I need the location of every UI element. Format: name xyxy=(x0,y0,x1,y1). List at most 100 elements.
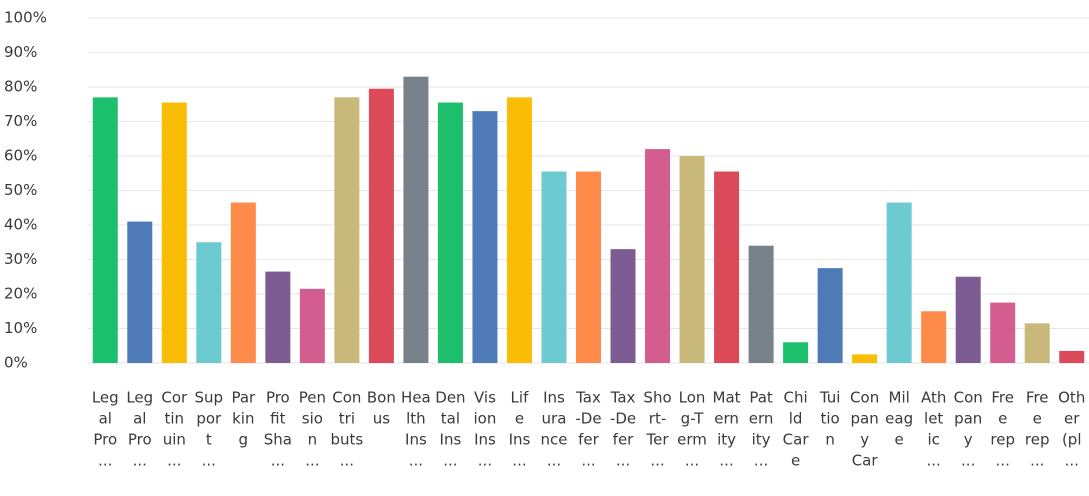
x-tick-label: lth xyxy=(406,410,426,428)
x-tick-label: ... xyxy=(719,452,733,470)
bar xyxy=(127,221,153,363)
x-tick-label: ... xyxy=(1030,452,1044,470)
x-tick-label: y xyxy=(860,431,869,449)
x-tick-label: fit xyxy=(270,410,285,428)
bar xyxy=(368,88,394,363)
y-tick-label: 100% xyxy=(4,9,47,27)
y-tick-label: 20% xyxy=(4,285,37,303)
x-tick-label: al xyxy=(133,410,146,428)
x-tick-label: tin xyxy=(165,410,185,428)
x-tick-label: Ins xyxy=(509,431,531,449)
x-tick-label: us xyxy=(373,410,391,428)
x-tick-label: Car xyxy=(852,452,879,470)
x-tick-label: n xyxy=(308,431,318,449)
x-tick-label: Lon xyxy=(679,389,706,407)
x-tick-label: ity xyxy=(717,431,736,449)
bar xyxy=(265,271,291,363)
x-tick-label: ion xyxy=(474,410,497,428)
x-tick-label: ... xyxy=(167,452,181,470)
bar xyxy=(403,76,429,364)
x-tick-label: ern xyxy=(749,410,774,428)
x-tick-label: Ins xyxy=(543,389,565,407)
x-tick-label: g xyxy=(239,431,249,449)
x-tick-label: (pl xyxy=(1062,431,1082,449)
x-tick-label: Mat xyxy=(713,389,741,407)
x-tick-label: ... xyxy=(305,452,319,470)
x-tick-label: e xyxy=(791,452,800,470)
x-tick-label: Oth xyxy=(1058,389,1085,407)
x-tick-label: ... xyxy=(98,452,112,470)
y-tick-label: 40% xyxy=(4,216,37,234)
x-tick-label: sio xyxy=(302,410,323,428)
x-tick-label: ... xyxy=(581,452,595,470)
y-tick-label: 0% xyxy=(4,354,28,372)
x-tick-label: ... xyxy=(1065,452,1079,470)
x-tick-label: Hea xyxy=(401,389,431,407)
x-tick-label: ... xyxy=(927,452,941,470)
x-tick-label: Pro xyxy=(128,431,152,449)
x-tick-label: Vis xyxy=(474,389,496,407)
bar xyxy=(161,102,187,364)
bar xyxy=(334,97,360,363)
x-tick-label: ... xyxy=(547,452,561,470)
bar xyxy=(852,354,878,363)
bar xyxy=(610,249,636,363)
bar xyxy=(679,156,705,363)
x-tick-label: ... xyxy=(443,452,457,470)
x-tick-label: Con xyxy=(954,389,983,407)
bar xyxy=(921,311,947,363)
y-tick-label: 60% xyxy=(4,147,37,165)
x-tick-label: Ath xyxy=(921,389,946,407)
x-tick-label: e xyxy=(1033,410,1042,428)
bar xyxy=(472,111,498,364)
x-tick-label: -De xyxy=(610,410,636,428)
bar xyxy=(299,288,325,363)
x-tick-label: Leg xyxy=(92,389,119,407)
bar xyxy=(1024,323,1050,363)
x-tick-label: ... xyxy=(512,452,526,470)
x-tick-label: fer xyxy=(613,431,635,449)
x-tick-label: er xyxy=(1064,410,1080,428)
x-tick-label: Mil xyxy=(889,389,910,407)
bar xyxy=(886,202,912,363)
x-tick-label: ... xyxy=(754,452,768,470)
x-tick-label: Leg xyxy=(126,389,153,407)
y-tick-label: 70% xyxy=(4,112,37,130)
x-tick-label: e xyxy=(998,410,1007,428)
bar xyxy=(196,242,222,363)
x-tick-label: ... xyxy=(616,452,630,470)
x-tick-label: Ter xyxy=(646,431,670,449)
x-tick-label: Tui xyxy=(819,389,841,407)
x-tick-label: Con xyxy=(850,389,879,407)
x-tick-label: Pat xyxy=(749,389,773,407)
x-tick-label: ... xyxy=(650,452,664,470)
bar xyxy=(1059,350,1085,363)
x-tick-label: ... xyxy=(685,452,699,470)
x-tick-label: pan xyxy=(954,410,982,428)
x-tick-label: fer xyxy=(578,431,600,449)
bar xyxy=(783,342,809,363)
x-tick-label: t xyxy=(206,431,212,449)
bar xyxy=(645,149,671,363)
x-tick-label: y xyxy=(964,431,973,449)
y-tick-label: 50% xyxy=(4,181,37,199)
x-tick-label: g-T xyxy=(681,410,705,428)
bar xyxy=(955,276,981,363)
x-tick-label: Par xyxy=(231,389,256,407)
x-tick-label: ity xyxy=(752,431,771,449)
bar xyxy=(714,171,740,363)
x-tick-label: Ins xyxy=(440,431,462,449)
x-tick-label: e xyxy=(515,410,524,428)
x-tick-label: rep xyxy=(990,431,1015,449)
bar xyxy=(576,171,601,363)
x-tick-label: ... xyxy=(996,452,1010,470)
x-tick-label: Tax xyxy=(575,389,601,407)
x-tick-label: ... xyxy=(961,452,975,470)
x-tick-label: ic xyxy=(927,431,939,449)
x-tick-label: al xyxy=(99,410,112,428)
x-tick-label: Ins xyxy=(474,431,496,449)
x-tick-label: let xyxy=(924,410,943,428)
x-tick-label: Chi xyxy=(784,389,808,407)
x-tick-label: Sha xyxy=(264,431,292,449)
y-tick-label: 30% xyxy=(4,250,37,268)
